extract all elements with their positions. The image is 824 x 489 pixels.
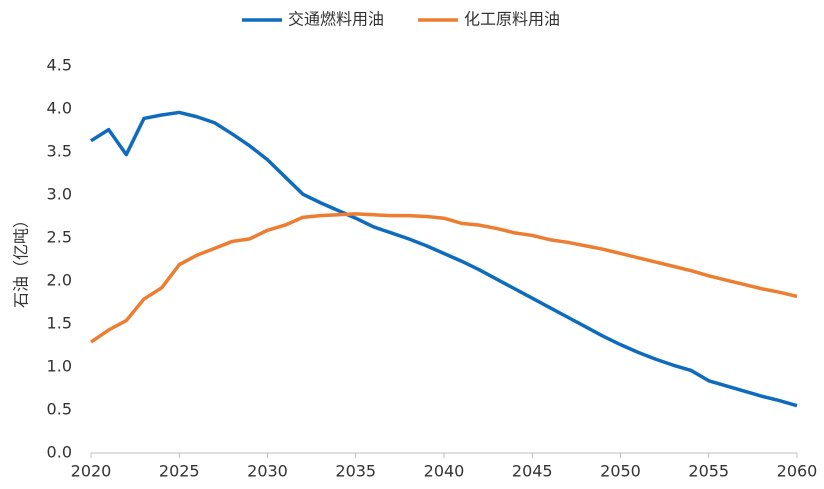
x-tick-label: 2035 [335,462,376,481]
x-tick-label: 2050 [600,462,641,481]
y-tick-label: 1.0 [47,357,72,376]
x-tick-label: 2030 [247,462,288,481]
x-tick-label: 2045 [512,462,553,481]
legend-label: 化工原料用油 [464,10,560,29]
y-tick-label: 0.5 [47,400,72,419]
x-tick-label: 2025 [159,462,200,481]
x-tick-label: 2040 [424,462,465,481]
y-tick-label: 2.5 [47,228,72,247]
y-tick-label: 0.0 [47,443,72,462]
y-tick-label: 2.0 [47,271,72,290]
y-tick-label: 4.5 [47,56,72,75]
y-tick-label: 3.0 [47,185,72,204]
data-line [90,212,798,344]
data-line [90,110,798,408]
legend-label: 交通燃料用油 [288,10,384,29]
y-axis-label: 石油（亿吨） [12,212,31,308]
x-tick-label: 2060 [777,462,818,481]
x-tick-label: 2055 [688,462,729,481]
x-tick-label: 2020 [71,462,112,481]
y-tick-label: 4.0 [47,99,72,118]
y-tick-label: 3.5 [47,142,72,161]
y-tick-label: 1.5 [47,314,72,333]
